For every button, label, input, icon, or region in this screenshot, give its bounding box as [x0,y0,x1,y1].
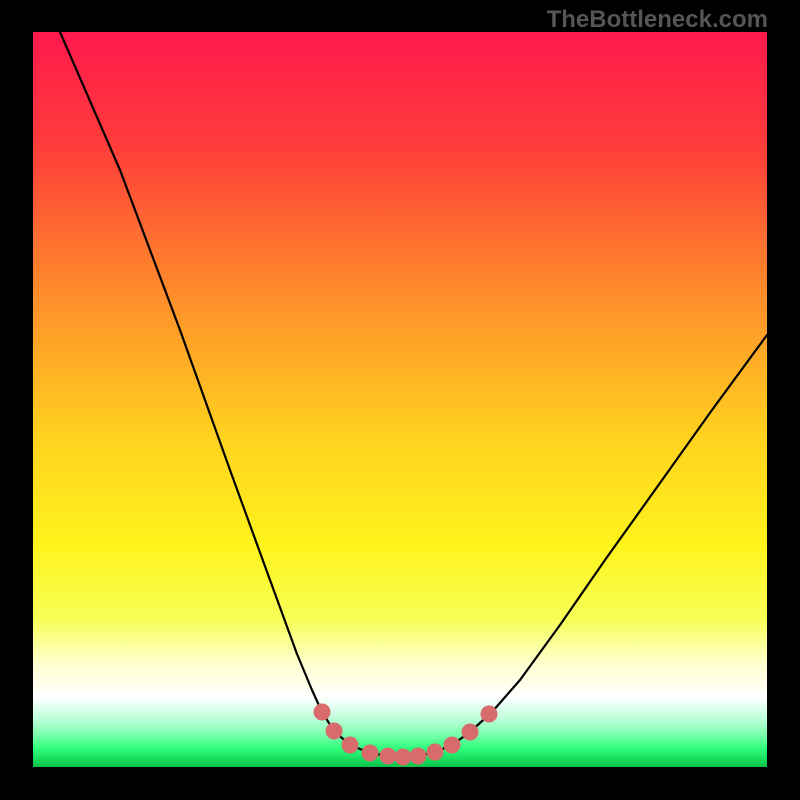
curve-marker [314,704,331,721]
chart-container: TheBottleneck.com [0,0,800,800]
curve-marker [326,723,343,740]
curve-marker [481,706,498,723]
curve-marker [395,749,412,766]
curve-marker [444,737,461,754]
curve-marker [427,744,444,761]
curve-marker [380,748,397,765]
curve-marker [342,737,359,754]
curve-marker [362,745,379,762]
plot-svg [0,0,800,800]
curve-marker [410,748,427,765]
watermark-text: TheBottleneck.com [547,6,768,34]
curve-marker [462,724,479,741]
plot-background [33,32,767,767]
